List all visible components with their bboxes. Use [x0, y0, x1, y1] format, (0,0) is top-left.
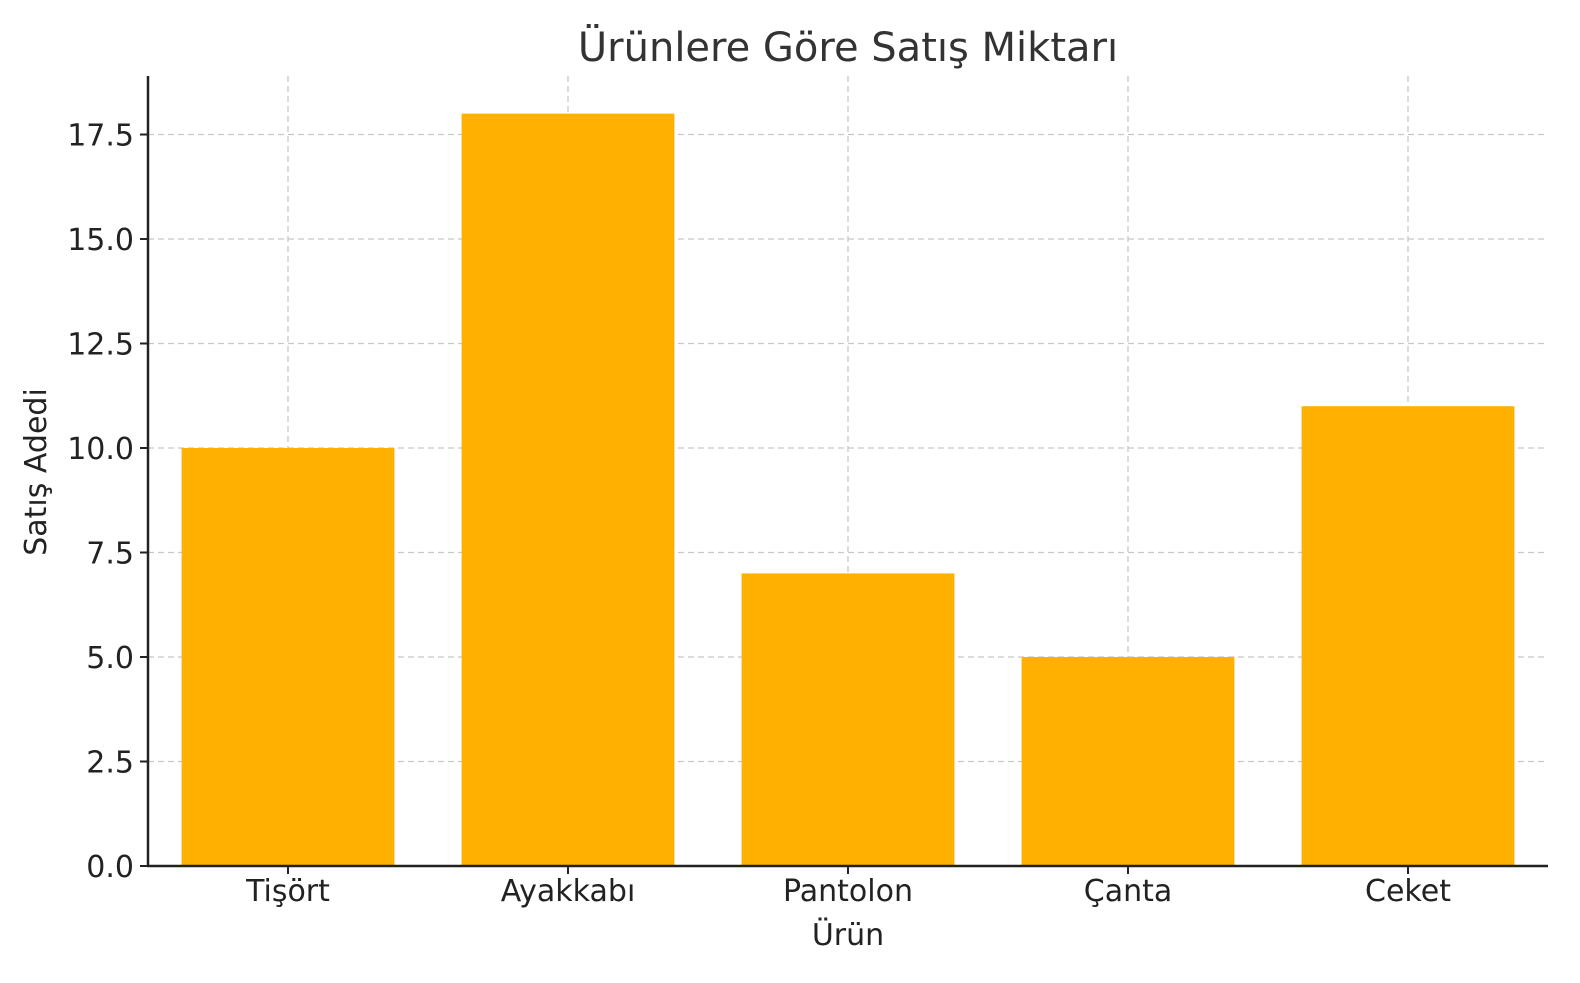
y-tick-label: 12.5	[67, 328, 134, 363]
y-axis-label: Satış Adedi	[19, 388, 54, 556]
x-tick-label: Tişört	[245, 874, 330, 909]
x-tick-label: Ceket	[1365, 874, 1451, 909]
y-tick-label: 7.5	[86, 537, 134, 572]
y-tick-label: 15.0	[67, 223, 134, 258]
x-axis-label: Ürün	[812, 917, 884, 953]
bar-2	[461, 113, 675, 867]
y-tick-label: 2.5	[86, 746, 134, 781]
y-tick-label: 17.5	[67, 119, 134, 154]
bar-1	[181, 448, 395, 866]
bar-5	[1301, 406, 1515, 866]
x-tick-label: Pantolon	[783, 874, 913, 909]
y-tick-label: 10.0	[67, 432, 134, 467]
bar-3	[741, 573, 955, 866]
bars	[181, 113, 1515, 867]
chart-title: Ürünlere Göre Satış Miktarı	[578, 23, 1118, 71]
tick-labels: 0.0 2.5 5.0 7.5 10.0 12.5 15.0 17.5 Tişört Ayakka…	[67, 119, 1451, 909]
y-tick-label: 5.0	[86, 641, 134, 676]
x-tick-label: Ayakkabı	[501, 874, 636, 909]
x-tick-label: Çanta	[1084, 874, 1173, 909]
y-tick-label: 0.0	[86, 850, 134, 885]
bar-4	[1021, 657, 1235, 866]
